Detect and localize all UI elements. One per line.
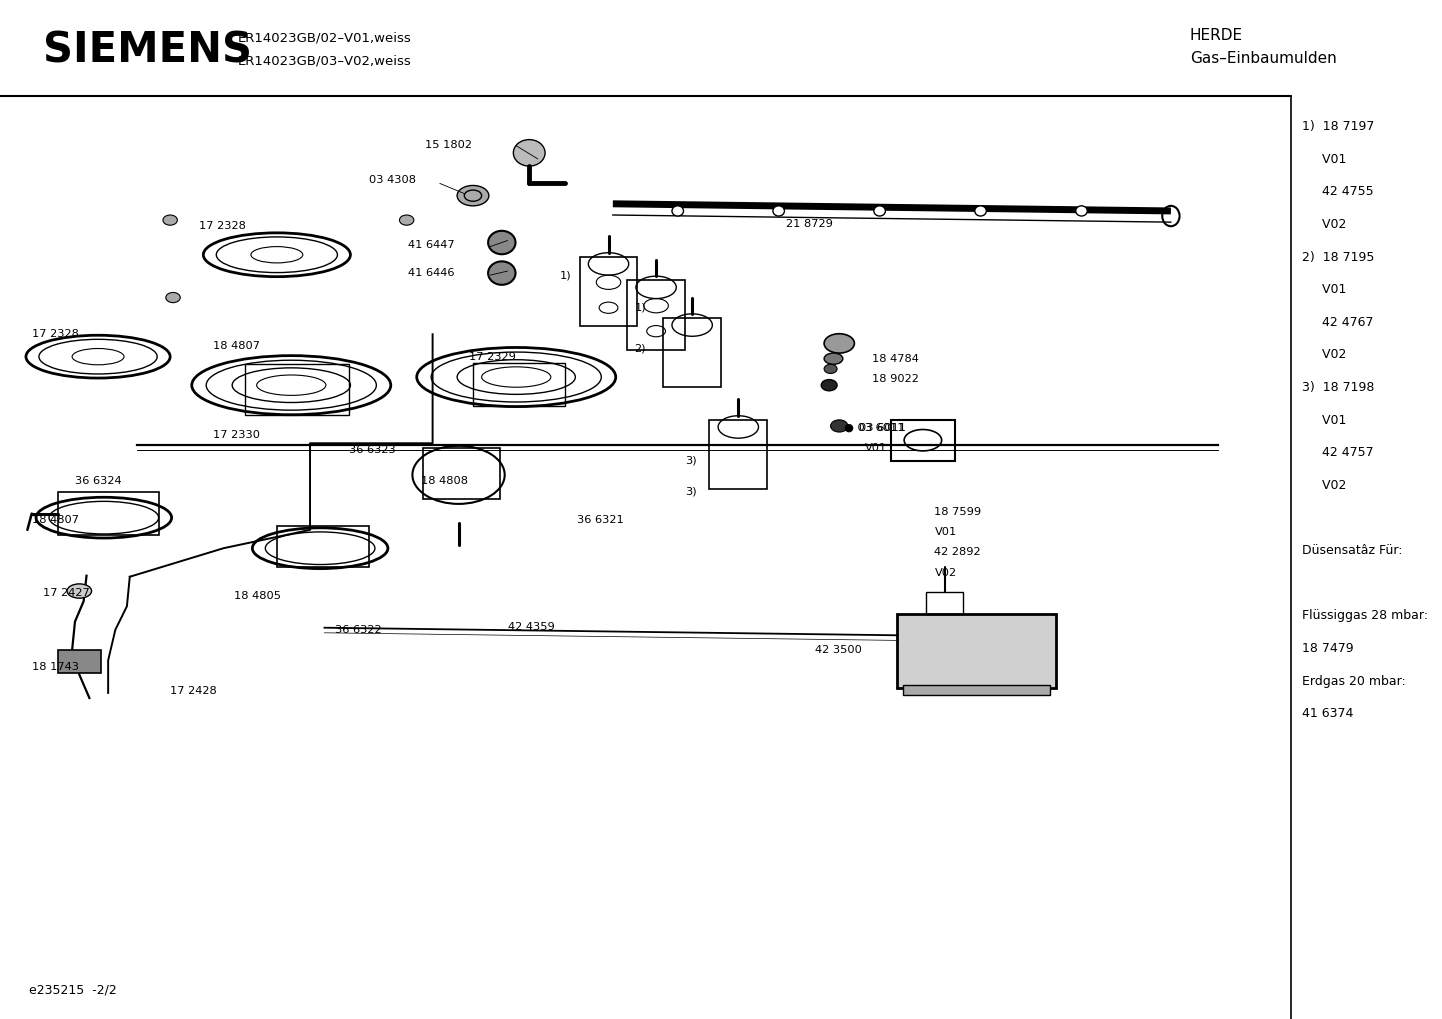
Ellipse shape xyxy=(823,354,842,365)
Text: Flüssiggas 28 mbar:: Flüssiggas 28 mbar: xyxy=(1302,609,1428,623)
Ellipse shape xyxy=(399,215,414,225)
Text: 36 6321: 36 6321 xyxy=(577,515,623,525)
Text: V02: V02 xyxy=(1302,348,1347,362)
Text: 42 4767: 42 4767 xyxy=(1302,316,1374,329)
Ellipse shape xyxy=(672,206,684,216)
Text: 3): 3) xyxy=(685,486,696,496)
Text: 36 6324: 36 6324 xyxy=(75,476,121,486)
Text: V01: V01 xyxy=(1302,153,1347,166)
Text: 18 7599: 18 7599 xyxy=(934,506,982,517)
Ellipse shape xyxy=(513,140,545,166)
Ellipse shape xyxy=(163,215,177,225)
Text: V02: V02 xyxy=(1302,218,1347,231)
Ellipse shape xyxy=(487,262,516,284)
Bar xyxy=(58,492,159,535)
Text: 17 2427: 17 2427 xyxy=(43,588,89,598)
Text: 17 2329: 17 2329 xyxy=(469,352,516,362)
Text: 42 4755: 42 4755 xyxy=(1302,185,1374,199)
Text: 1): 1) xyxy=(634,303,646,313)
Text: 21 8729: 21 8729 xyxy=(786,219,833,229)
Text: ER14023GB/03–V02,weiss: ER14023GB/03–V02,weiss xyxy=(238,55,411,67)
Ellipse shape xyxy=(975,206,986,216)
Text: 41 6374: 41 6374 xyxy=(1302,707,1354,720)
Text: 36 6322: 36 6322 xyxy=(335,625,381,635)
Text: HERDE: HERDE xyxy=(1190,29,1243,43)
Bar xyxy=(473,363,565,406)
Text: 42 3500: 42 3500 xyxy=(815,645,862,655)
Text: ● 03 6011: ● 03 6011 xyxy=(844,423,904,433)
Ellipse shape xyxy=(487,231,516,254)
Text: 03 4308: 03 4308 xyxy=(369,175,417,185)
Text: V02: V02 xyxy=(1302,479,1347,492)
Bar xyxy=(277,526,369,567)
Text: 18 4808: 18 4808 xyxy=(421,476,469,486)
Ellipse shape xyxy=(874,206,885,216)
Text: 18 4807: 18 4807 xyxy=(32,515,79,525)
Ellipse shape xyxy=(773,206,784,216)
Ellipse shape xyxy=(166,292,180,303)
Text: 42 4359: 42 4359 xyxy=(508,622,554,632)
Text: 41 6447: 41 6447 xyxy=(408,239,454,250)
Bar xyxy=(891,420,955,461)
Text: 42 4757: 42 4757 xyxy=(1302,446,1374,460)
Ellipse shape xyxy=(822,380,838,391)
Ellipse shape xyxy=(831,420,848,432)
Text: 15 1802: 15 1802 xyxy=(425,140,473,150)
Text: 3)  18 7198: 3) 18 7198 xyxy=(1302,381,1374,394)
Bar xyxy=(663,318,721,387)
Text: 18 1743: 18 1743 xyxy=(32,662,79,673)
Text: SIEMENS: SIEMENS xyxy=(43,30,252,72)
Text: 18 7479: 18 7479 xyxy=(1302,642,1354,655)
Bar xyxy=(58,650,101,673)
Bar xyxy=(897,614,1056,688)
Text: 18 4807: 18 4807 xyxy=(213,341,261,352)
Text: V01: V01 xyxy=(1302,414,1347,427)
Text: 3): 3) xyxy=(685,455,696,466)
Bar xyxy=(709,420,767,489)
Text: 1): 1) xyxy=(559,270,571,280)
Text: 42 2892: 42 2892 xyxy=(934,547,981,557)
Bar xyxy=(926,592,963,614)
Text: e235215  -2/2: e235215 -2/2 xyxy=(29,983,117,997)
Ellipse shape xyxy=(825,333,854,354)
Text: V01: V01 xyxy=(934,527,956,537)
Text: V01: V01 xyxy=(865,443,887,453)
Text: 17 2428: 17 2428 xyxy=(170,686,216,696)
Bar xyxy=(627,280,685,350)
Ellipse shape xyxy=(1076,206,1087,216)
Bar xyxy=(580,257,637,326)
Text: 03 6011: 03 6011 xyxy=(859,423,907,433)
Bar xyxy=(903,685,1050,695)
Text: 18 4805: 18 4805 xyxy=(234,591,281,601)
Bar xyxy=(245,364,349,415)
Text: 2): 2) xyxy=(634,343,646,354)
Text: Erdgas 20 mbar:: Erdgas 20 mbar: xyxy=(1302,675,1406,688)
Ellipse shape xyxy=(825,365,836,374)
Text: 1)  18 7197: 1) 18 7197 xyxy=(1302,120,1374,133)
Ellipse shape xyxy=(457,185,489,206)
Text: 18 4784: 18 4784 xyxy=(872,354,920,364)
Text: 36 6323: 36 6323 xyxy=(349,445,395,455)
Text: 2)  18 7195: 2) 18 7195 xyxy=(1302,251,1374,264)
Text: 17 2328: 17 2328 xyxy=(32,329,79,339)
Ellipse shape xyxy=(66,584,92,598)
Text: 17 2330: 17 2330 xyxy=(213,430,261,440)
Text: V02: V02 xyxy=(934,568,956,578)
Text: V01: V01 xyxy=(1302,283,1347,297)
Bar xyxy=(423,448,500,499)
Text: 17 2328: 17 2328 xyxy=(199,221,247,231)
Text: Gas–Einbaumulden: Gas–Einbaumulden xyxy=(1190,51,1337,65)
Text: ER14023GB/02–V01,weiss: ER14023GB/02–V01,weiss xyxy=(238,32,411,44)
Text: Düsensatâz Für:: Düsensatâz Für: xyxy=(1302,544,1403,557)
Text: 18 9022: 18 9022 xyxy=(872,374,920,384)
Text: 41 6446: 41 6446 xyxy=(408,268,454,278)
